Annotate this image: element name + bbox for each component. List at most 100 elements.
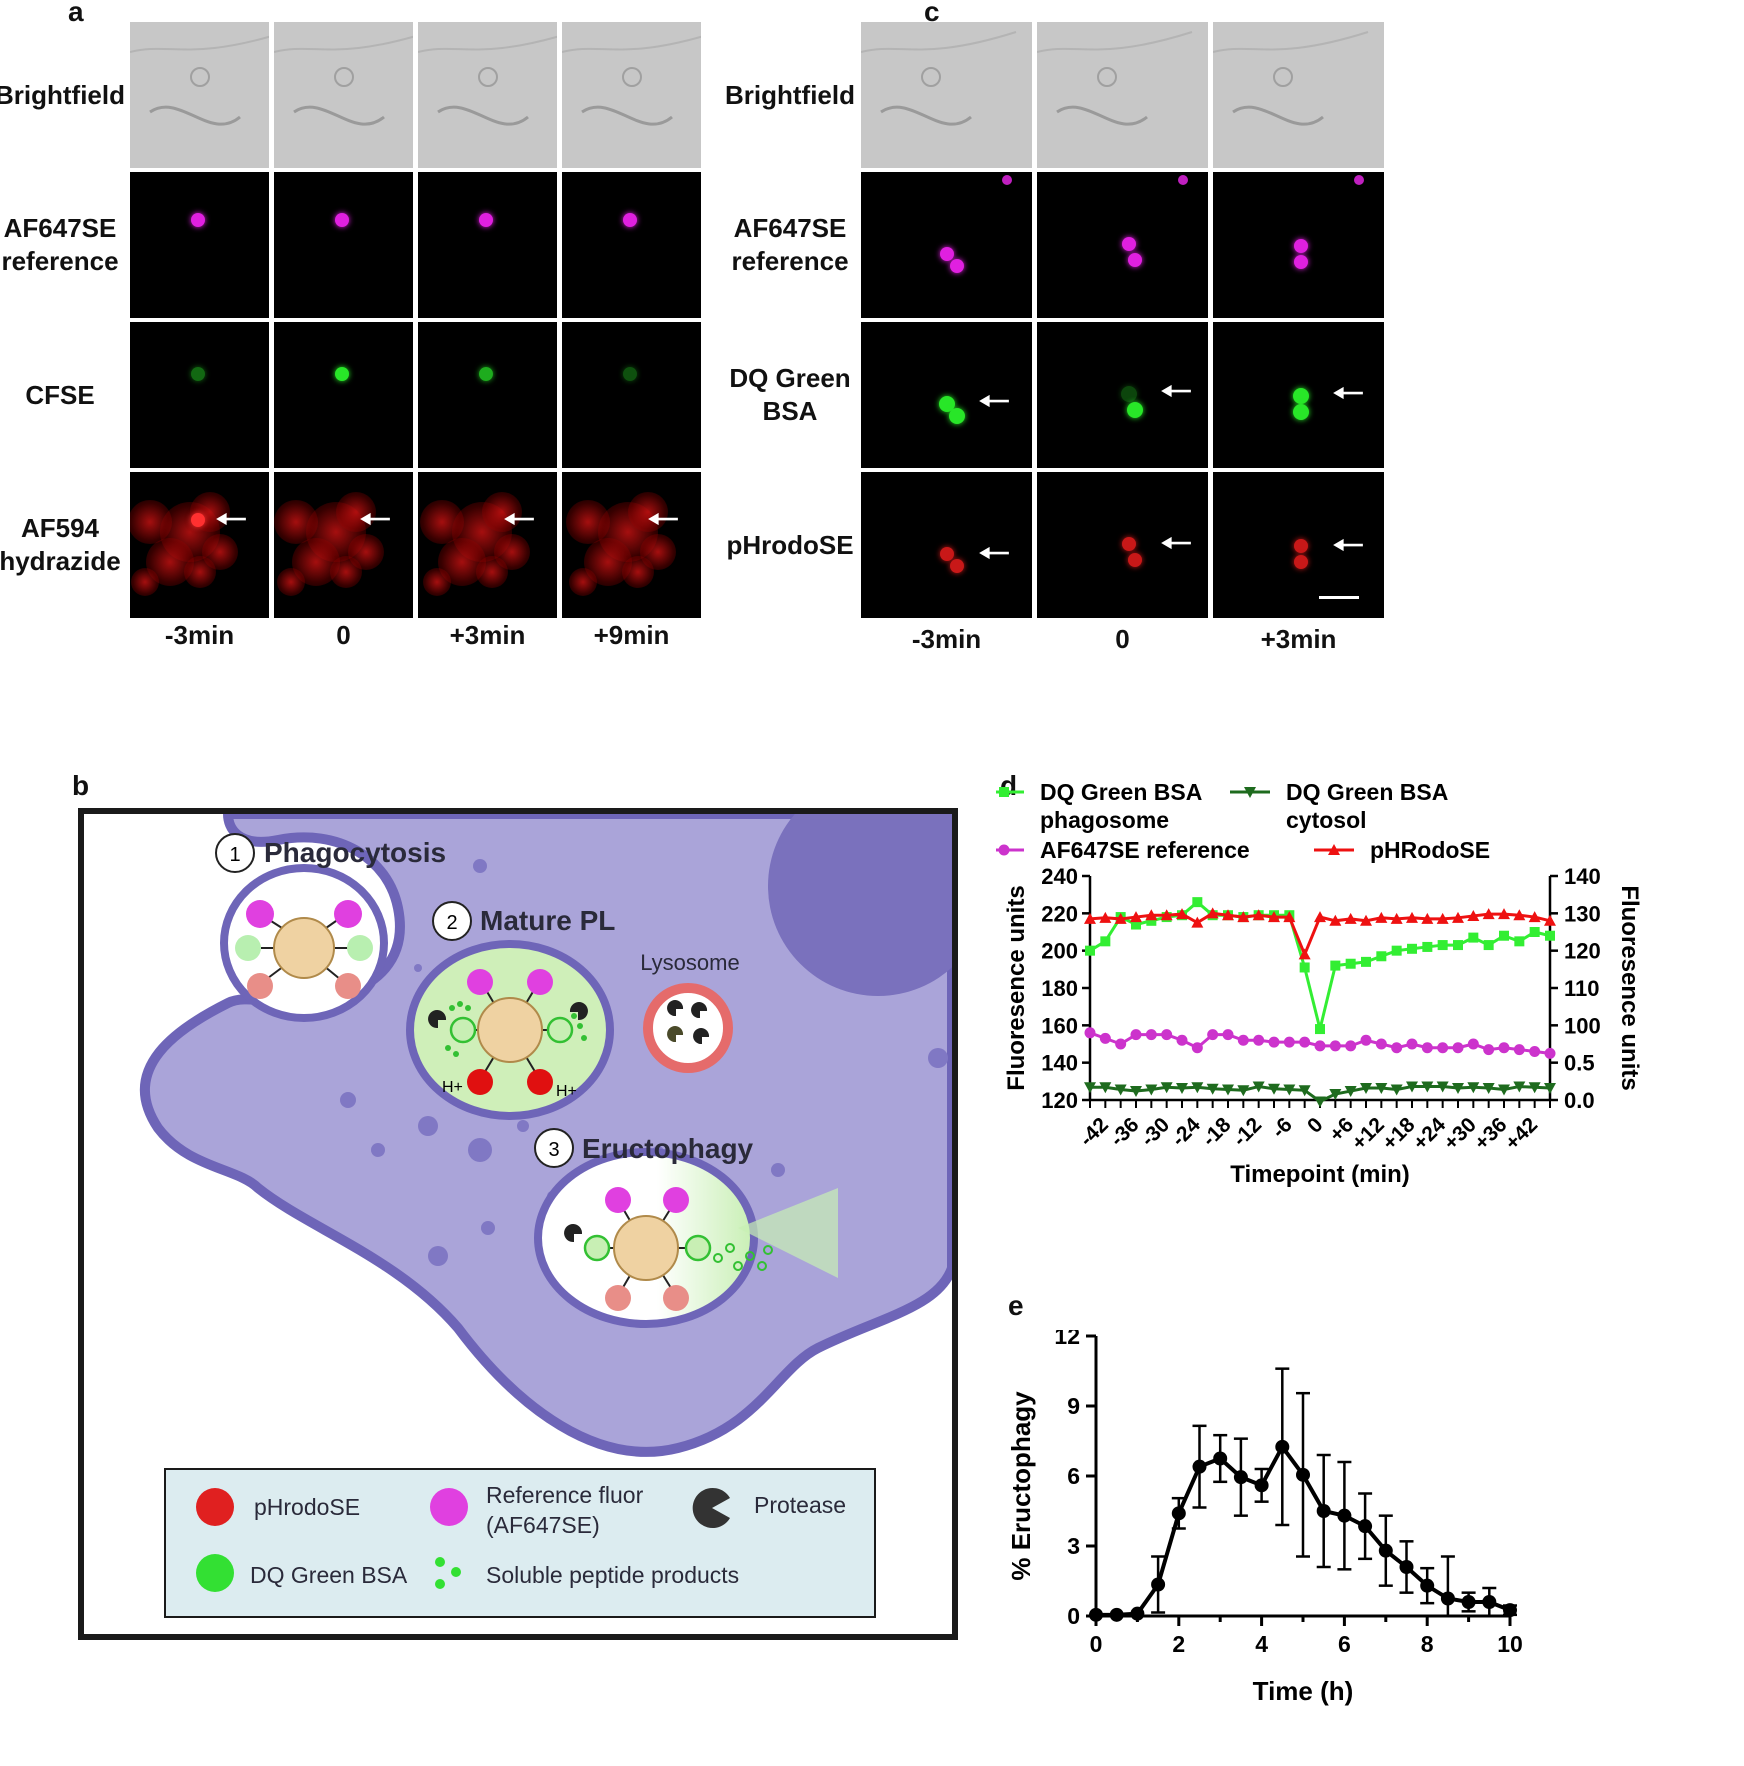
row-label-line: reference (731, 246, 849, 276)
bead-signal (1178, 175, 1188, 185)
data-point (1237, 1034, 1249, 1046)
bead-signal (1293, 404, 1309, 420)
data-point (1440, 1591, 1455, 1606)
data-point (1467, 1082, 1480, 1094)
y2-tick-label: 140 (1564, 864, 1601, 889)
y-tick-label: 120 (1041, 1088, 1078, 1113)
data-point (1114, 912, 1127, 924)
data-point (1461, 1595, 1476, 1609)
lysosomal-stain (277, 568, 305, 596)
data-point (1085, 945, 1095, 956)
micrograph-tile (418, 472, 557, 618)
data-point (1146, 915, 1157, 926)
micrograph-tile (562, 172, 701, 318)
reference-swatch (430, 1488, 468, 1526)
data-point (1503, 1603, 1517, 1618)
micrograph-tile (861, 22, 1032, 168)
panel-d-chart: 120 140 160 180 200 220 240 100 110 120 130 140 0.0 0… (996, 780, 1643, 1188)
data-point (1528, 1082, 1541, 1094)
nucleus (768, 814, 952, 996)
data-point (1406, 911, 1418, 923)
timepoint-label: 0 (1115, 624, 1130, 654)
data-point (1084, 1082, 1096, 1094)
data-point (1467, 909, 1480, 921)
x-tick-label: 0 (1090, 1631, 1103, 1657)
data-point (1315, 1024, 1325, 1035)
data-point (1513, 1081, 1526, 1093)
data-point (1130, 1029, 1142, 1041)
row-label-1: Brightfield (0, 79, 130, 112)
data-point (1482, 1083, 1495, 1095)
data-point (1498, 1084, 1510, 1096)
panel-e-chart: 0 3 6 9 12 0 2 4 6 8 10 Time (h) % Eructophagy (1006, 1330, 1523, 1706)
step-2-number: 2 (446, 912, 457, 934)
y2-tick-label: 130 (1564, 901, 1601, 926)
bead-signal (1128, 253, 1142, 267)
data-point (1361, 956, 1371, 967)
y2-tick-label: 110 (1564, 976, 1600, 1001)
legend-dq-green-label: DQ Green BSA (250, 1562, 408, 1588)
bead-signal (1122, 237, 1136, 251)
micrograph-tile (1213, 172, 1384, 318)
data-point (1100, 936, 1111, 947)
data-point (1498, 908, 1510, 920)
data-point (1375, 1038, 1387, 1050)
data-point (1390, 1084, 1403, 1096)
data-point (1452, 911, 1464, 923)
y-tick-label: 12 (1054, 1330, 1080, 1349)
data-point (1330, 960, 1341, 971)
bead-signal (940, 547, 954, 561)
data-point (1483, 1044, 1495, 1056)
data-point (1544, 1083, 1556, 1095)
lysosomal-stain (476, 556, 508, 588)
data-point (1391, 1042, 1403, 1054)
data-point (1222, 1029, 1234, 1041)
lysosomal-stain (330, 556, 362, 588)
legend-label: cytosol (1286, 807, 1367, 833)
legend-reference-line2: (AF647SE) (486, 1512, 600, 1538)
data-point (1344, 912, 1357, 924)
data-point (1099, 1082, 1112, 1094)
y2-tick-label: 120 (1564, 939, 1601, 964)
lysosome: Lysosome (640, 950, 740, 1073)
x-tick-label: 0 (1303, 1113, 1328, 1138)
data-point (1191, 916, 1204, 928)
chart-e-axes: 0 3 6 9 12 0 2 4 6 8 10 Time (h) % Eructophagy (1006, 1330, 1523, 1706)
data-point (1421, 912, 1434, 924)
data-point (1254, 1478, 1269, 1493)
y-tick-label: 200 (1041, 939, 1078, 964)
row-label-line: AF647SE (733, 213, 847, 243)
data-point (1131, 919, 1141, 930)
x-tick-label: 2 (1172, 1631, 1185, 1657)
data-point (1206, 1083, 1219, 1095)
micrograph-tile (1037, 322, 1208, 468)
row-label-line: CFSE (25, 379, 95, 410)
series-3 (1084, 907, 1556, 960)
data-point (1283, 1084, 1296, 1096)
y-tick-label: 6 (1067, 1463, 1080, 1489)
data-point (1482, 908, 1495, 920)
data-point (1529, 1045, 1541, 1057)
bead-signal (1294, 555, 1308, 569)
brightfield-texture (1213, 31, 1369, 126)
data-point (1213, 1451, 1228, 1466)
data-point (1421, 1081, 1434, 1093)
micrograph-tile (418, 22, 557, 168)
timepoint-label: +9min (593, 620, 670, 650)
data-point (1253, 1034, 1265, 1046)
data-point (1375, 1083, 1388, 1095)
step-1-label: Phagocytosis (264, 837, 446, 868)
bead-signal (1294, 255, 1308, 269)
timepoint-label: -3min (164, 620, 235, 650)
bead-signal (1354, 175, 1364, 185)
lysosomal-stain (184, 556, 216, 588)
data-point (1109, 1607, 1124, 1622)
data-point (1407, 943, 1417, 954)
data-point (1191, 1082, 1204, 1094)
data-point (1298, 948, 1311, 960)
data-point (998, 844, 1010, 856)
micrograph-tile (861, 172, 1032, 318)
data-point (1176, 908, 1188, 920)
data-point (1421, 1042, 1433, 1054)
lysosomal-stain (628, 492, 668, 532)
